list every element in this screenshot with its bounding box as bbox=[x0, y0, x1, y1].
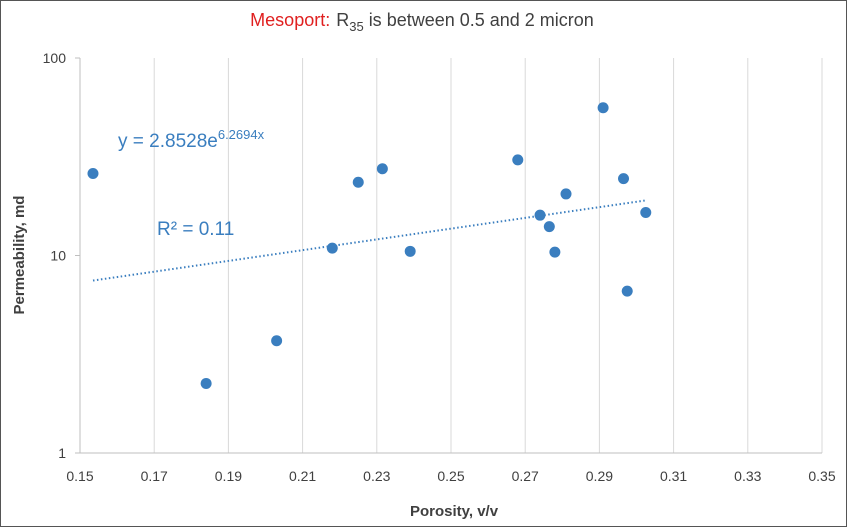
data-point-1 bbox=[87, 168, 99, 180]
x-tick-label-0.25: 0.25 bbox=[437, 468, 464, 484]
y-tick-label-10: 10 bbox=[50, 248, 66, 264]
axes bbox=[75, 57, 822, 454]
data-point-6 bbox=[376, 163, 388, 175]
y-tick-label-100: 100 bbox=[43, 50, 67, 66]
trendline-equation: y = 2.8528e6.2694x bbox=[118, 127, 265, 152]
y-axis-label: Permeability, md bbox=[11, 196, 28, 315]
x-tick-label-0.21: 0.21 bbox=[289, 468, 316, 484]
x-tick-label-0.29: 0.29 bbox=[586, 468, 613, 484]
data-point-16 bbox=[640, 207, 652, 219]
chart-title-r: R bbox=[336, 10, 349, 30]
data-point-12 bbox=[560, 188, 572, 200]
data-points bbox=[87, 102, 652, 389]
x-tick-label-0.33: 0.33 bbox=[734, 468, 761, 484]
data-point-14 bbox=[618, 173, 630, 185]
y-tick-label-1: 1 bbox=[58, 445, 66, 461]
data-point-3 bbox=[271, 335, 283, 347]
data-point-7 bbox=[404, 245, 416, 257]
x-tick-label-0.17: 0.17 bbox=[141, 468, 168, 484]
x-tick-label-0.23: 0.23 bbox=[363, 468, 390, 484]
data-point-5 bbox=[352, 176, 364, 188]
data-point-10 bbox=[543, 221, 555, 233]
equation-base: y = 2.8528e bbox=[118, 131, 218, 152]
trendline bbox=[92, 199, 646, 282]
data-point-2 bbox=[200, 377, 212, 389]
data-point-15 bbox=[621, 285, 633, 297]
data-point-8 bbox=[512, 154, 524, 166]
data-point-4 bbox=[326, 242, 338, 254]
chart-title: Mesoport: R35 is between 0.5 and 2 micron bbox=[250, 10, 594, 34]
x-tick-label-0.27: 0.27 bbox=[512, 468, 539, 484]
chart-title-highlight: Mesoport: bbox=[250, 10, 330, 30]
data-point-9 bbox=[534, 209, 546, 221]
chart-title-rest: is between 0.5 and 2 micron bbox=[369, 10, 594, 30]
x-axis-label: Porosity, v/v bbox=[410, 503, 499, 520]
x-tick-label-0.15: 0.15 bbox=[66, 468, 93, 484]
x-tick-label-0.35: 0.35 bbox=[808, 468, 835, 484]
y-tick-labels: 1 10 100 bbox=[43, 50, 67, 461]
grid-lines bbox=[153, 58, 823, 453]
equation-exponent: 6.2694x bbox=[218, 127, 265, 142]
chart-title-subscript: 35 bbox=[349, 19, 363, 34]
data-point-13 bbox=[597, 102, 609, 114]
x-tick-label-0.31: 0.31 bbox=[660, 468, 687, 484]
x-tick-label-0.19: 0.19 bbox=[215, 468, 242, 484]
r-squared-label: R² = 0.11 bbox=[157, 219, 234, 240]
data-point-11 bbox=[549, 246, 561, 258]
x-tick-labels: 0.15 0.17 0.19 0.21 0.23 0.25 0.27 0.29 0.31 0.33… bbox=[66, 468, 835, 484]
